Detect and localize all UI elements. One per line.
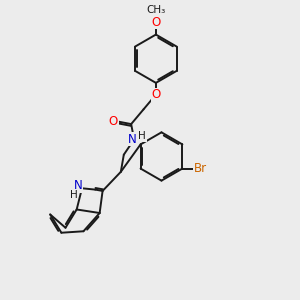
Text: CH₃: CH₃ [146, 5, 166, 15]
Text: O: O [151, 88, 160, 101]
Text: N: N [128, 133, 137, 146]
Text: O: O [109, 115, 118, 128]
Text: Br: Br [194, 162, 207, 175]
Text: O: O [151, 16, 160, 29]
Text: N: N [74, 179, 83, 192]
Text: H: H [70, 190, 78, 200]
Text: H: H [139, 131, 146, 142]
